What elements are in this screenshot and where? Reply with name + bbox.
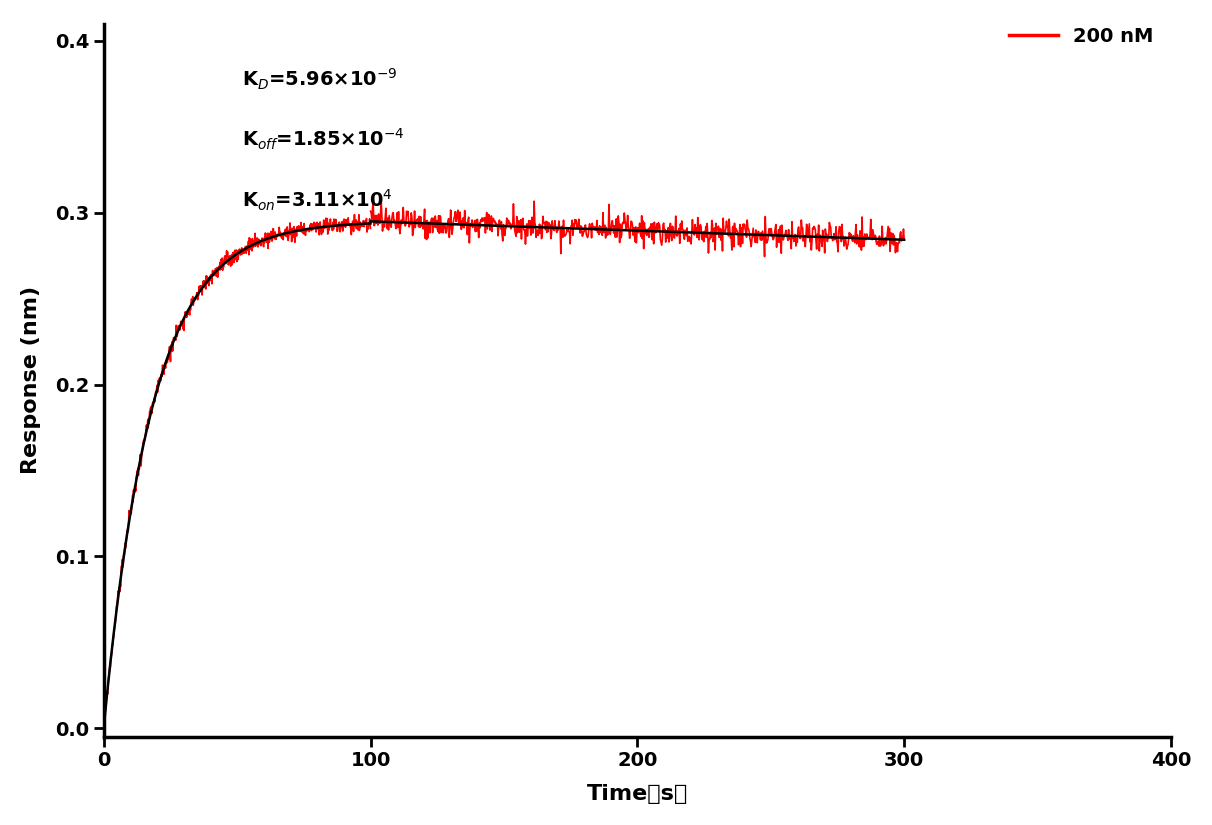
X-axis label: Time（s）: Time（s） [587,785,688,804]
Text: K$_{on}$=3.11×10$^{4}$: K$_{on}$=3.11×10$^{4}$ [242,188,393,213]
Text: K$_{off}$=1.85×10$^{-4}$: K$_{off}$=1.85×10$^{-4}$ [242,127,405,153]
Y-axis label: Response (nm): Response (nm) [21,286,41,474]
Text: K$_D$=5.96×10$^{-9}$: K$_D$=5.96×10$^{-9}$ [242,67,398,92]
Legend: 200 nM: 200 nM [1001,19,1161,54]
